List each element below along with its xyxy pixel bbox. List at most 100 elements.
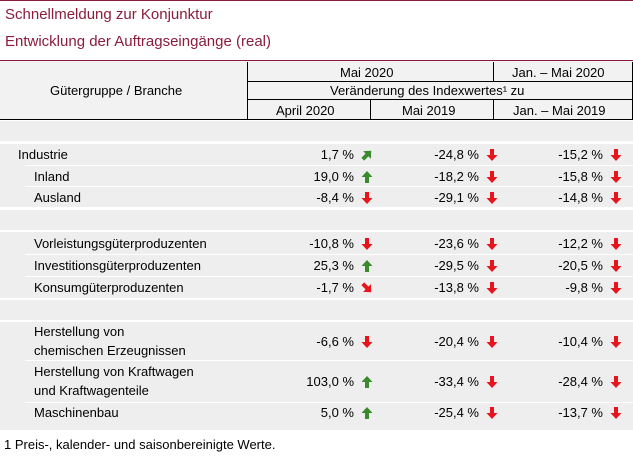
value-cell: 25,3 % (254, 258, 374, 273)
divider (247, 99, 633, 100)
value-cell: -29,5 % (379, 258, 499, 273)
value-text: -25,4 % (434, 405, 479, 420)
arrow-up-icon (360, 406, 374, 420)
row-band (0, 144, 633, 207)
row-label-chemie-l1: Herstellung von (34, 324, 125, 339)
arrow-down-icon (609, 148, 623, 162)
arrow-down-icon (360, 237, 374, 251)
divider (25, 402, 633, 403)
arrow-down-icon (609, 406, 623, 420)
value-cell: -15,8 % (503, 169, 623, 184)
arrow-down-icon (485, 148, 499, 162)
divider (0, 119, 633, 120)
value-cell: -20,4 % (379, 334, 499, 349)
value-text: 103,0 % (306, 374, 354, 389)
value-cell: 1,7 % (254, 147, 374, 162)
value-text: -33,4 % (434, 374, 479, 389)
value-text: -28,4 % (558, 374, 603, 389)
report-title: Schnellmeldung zur Konjunktur (5, 6, 213, 23)
value-text: -20,4 % (434, 334, 479, 349)
row-label-kraftwagen-l2: und Kraftwagenteile (34, 383, 149, 398)
value-cell: -12,2 % (503, 236, 623, 251)
spacer-band (0, 121, 633, 141)
value-cell: -13,8 % (379, 280, 499, 295)
arrow-down-icon (609, 375, 623, 389)
value-cell: 5,0 % (254, 405, 374, 420)
row-label-konsum: Konsumgüterproduzenten (34, 280, 184, 295)
arrow-down-icon (485, 170, 499, 184)
footnote: 1 Preis-, kalender- und saisonbereinigte… (4, 437, 276, 452)
divider (493, 62, 494, 81)
arrow-down-icon (609, 191, 623, 205)
group-column-header: Gütergruppe / Branche (50, 83, 183, 98)
value-text: 25,3 % (313, 258, 354, 273)
value-cell: -29,1 % (379, 190, 499, 205)
spacer-band (0, 300, 633, 320)
period-cum-header: Jan. – Mai 2020 (512, 65, 605, 80)
value-cell: -28,4 % (503, 374, 623, 389)
row-label-investition: Investitionsgüterproduzenten (34, 258, 201, 273)
row-band (0, 322, 633, 430)
value-cell: -23,6 % (379, 236, 499, 251)
value-text: -15,8 % (558, 169, 603, 184)
value-text: -20,5 % (558, 258, 603, 273)
divider (493, 100, 494, 119)
arrow-down-icon (485, 281, 499, 295)
arrow-down-icon (485, 335, 499, 349)
divider (370, 100, 371, 119)
value-text: -10,8 % (309, 236, 354, 251)
spacer-band (0, 210, 633, 230)
value-cell: -14,8 % (503, 190, 623, 205)
value-cell: 19,0 % (254, 169, 374, 184)
row-label-maschinenbau: Maschinenbau (34, 405, 119, 420)
divider (247, 62, 248, 119)
arrow-up-right-icon (360, 148, 374, 162)
value-text: -24,8 % (434, 147, 479, 162)
value-cell: -24,8 % (379, 147, 499, 162)
value-text: 1,7 % (320, 147, 354, 162)
value-text: -29,5 % (434, 258, 479, 273)
divider (247, 81, 633, 82)
arrow-down-icon (485, 259, 499, 273)
arrow-down-icon (485, 375, 499, 389)
divider (25, 276, 633, 277)
row-label-chemie-l2: chemischen Erzeugnissen (34, 343, 186, 358)
arrow-down-icon (609, 237, 623, 251)
value-text: -18,2 % (434, 169, 479, 184)
arrow-down-icon (360, 335, 374, 349)
value-text: -9,8 % (565, 280, 603, 295)
value-text: 19,0 % (313, 169, 354, 184)
divider (25, 165, 633, 166)
value-text: -13,8 % (434, 280, 479, 295)
arrow-down-icon (485, 191, 499, 205)
value-cell: -10,4 % (503, 334, 623, 349)
value-cell: -15,2 % (503, 147, 623, 162)
divider (25, 186, 633, 187)
arrow-up-icon (360, 259, 374, 273)
value-cell: -10,8 % (254, 236, 374, 251)
row-label-ausland: Ausland (34, 190, 81, 205)
arrow-up-icon (360, 170, 374, 184)
row-band (0, 232, 633, 298)
table-head (0, 61, 633, 119)
value-cell: -6,6 % (254, 334, 374, 349)
value-text: -14,8 % (558, 190, 603, 205)
divider (25, 254, 633, 255)
arrow-down-icon (485, 406, 499, 420)
row-label-industrie: Industrie (18, 147, 68, 162)
value-text: -1,7 % (316, 280, 354, 295)
value-text: -8,4 % (316, 190, 354, 205)
value-cell: -1,7 % (254, 280, 374, 295)
col-mai-2019: Mai 2019 (402, 103, 456, 118)
value-cell: -18,2 % (379, 169, 499, 184)
arrow-up-icon (360, 375, 374, 389)
value-text: -12,2 % (558, 236, 603, 251)
value-cell: -33,4 % (379, 374, 499, 389)
row-label-vorleistung: Vorleistungsgüterproduzenten (34, 236, 207, 251)
report-subtitle: Entwicklung der Auftragseingänge (real) (5, 33, 271, 50)
col-jan-mai-2019: Jan. – Mai 2019 (513, 103, 606, 118)
value-text: -6,6 % (316, 334, 354, 349)
value-text: -15,2 % (558, 147, 603, 162)
period-main-header: Mai 2020 (340, 65, 394, 80)
arrow-down-icon (485, 237, 499, 251)
